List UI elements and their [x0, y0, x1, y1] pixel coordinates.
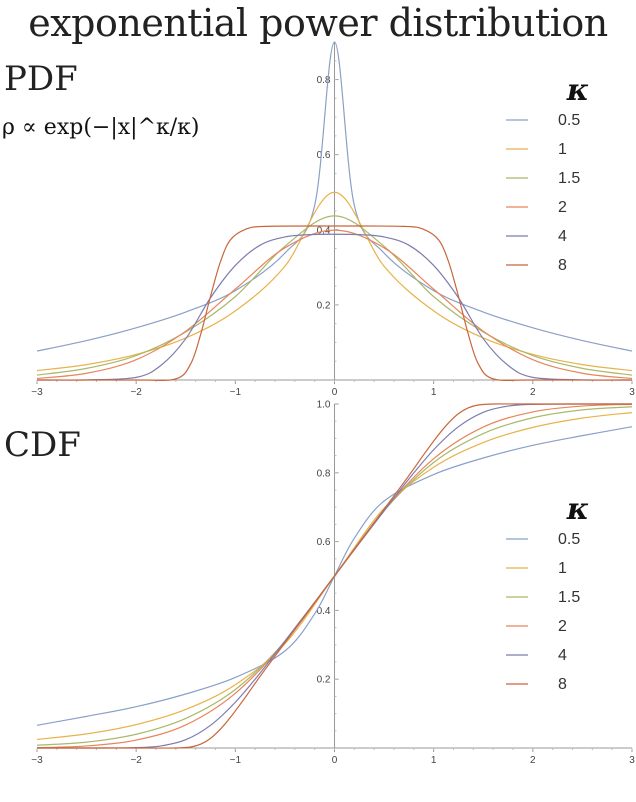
cdf-label: CDF [4, 425, 81, 465]
cdf-x-tick-label: −2 [130, 755, 142, 766]
pdf-legend-label: 1.5 [558, 170, 580, 187]
cdf-lines [36, 403, 633, 749]
pdf-series-line-k0.5 [36, 41, 633, 352]
pdf-legend-label: 2 [558, 199, 567, 216]
pdf-y-tick-label: 0.8 [317, 75, 331, 86]
cdf-legend-title: κ [566, 492, 590, 527]
pdf-x-tick-label: 3 [629, 387, 635, 398]
pdf-legend-label: 4 [558, 228, 567, 245]
pdf-x-tick-label: −1 [230, 387, 242, 398]
pdf-panel: PDF ρ ∝ exp(−|x|^κ/κ) −3 −2 −1 0 1 2 30.20.40.… [2, 41, 635, 398]
pdf-legend-label: 1 [558, 141, 567, 158]
cdf-x-tick-label: 1 [431, 755, 437, 766]
pdf-series-line-k4 [36, 233, 633, 381]
pdf-x-tick-label: 0 [332, 387, 338, 398]
pdf-series-line-k1.5 [36, 215, 633, 376]
cdf-x-tick-label: −3 [31, 755, 43, 766]
cdf-y-tick-label: 0.8 [317, 468, 331, 479]
cdf-legend: κ 0.5 1 1.5 2 4 8 [506, 492, 589, 693]
pdf-legend: κ 0.5 1 1.5 2 4 8 [506, 73, 589, 274]
cdf-x-tick-label: 3 [629, 755, 635, 766]
pdf-x-tick-label: 1 [431, 387, 437, 398]
cdf-panel: CDF −3 −2 −1 0 1 2 3 0.2 0.4 0.6 0.8 1.0 κ 0.5 1 1.5 2 4… [4, 400, 635, 767]
pdf-legend-title: κ [566, 73, 590, 108]
pdf-formula: ρ ∝ exp(−|x|^κ/κ) [2, 115, 200, 140]
pdf-label: PDF [4, 59, 78, 99]
pdf-series-line-k1 [36, 191, 633, 372]
cdf-legend-label: 8 [558, 676, 567, 693]
pdf-legend-label: 0.5 [558, 112, 580, 129]
cdf-axes: −3 −2 −1 0 1 2 3 0.2 0.4 0.6 0.8 1.0 [31, 400, 635, 767]
cdf-legend-label: 1 [558, 560, 567, 577]
pdf-series-line-k2 [36, 229, 633, 380]
cdf-legend-label: 2 [558, 618, 567, 635]
pdf-y-tick-label: 0.6 [317, 150, 331, 161]
pdf-series-line-k8 [36, 225, 633, 381]
cdf-y-tick-label: 0.4 [317, 606, 331, 617]
cdf-x-tick-label: 0 [332, 755, 338, 766]
cdf-legend-label: 1.5 [558, 589, 580, 606]
pdf-axes: −3 −2 −1 0 1 2 30.20.40.60.8 [31, 42, 635, 398]
cdf-series-line-k8 [36, 403, 632, 749]
cdf-legend-label: 0.5 [558, 531, 580, 548]
cdf-y-tick-label: 1.0 [317, 400, 331, 411]
pdf-y-tick-label: 0.2 [317, 300, 331, 311]
cdf-y-tick-label: 0.6 [317, 537, 331, 548]
pdf-lines [36, 41, 633, 381]
cdf-legend-label: 4 [558, 647, 567, 664]
chart-title: exponential power distribution [28, 1, 608, 45]
pdf-x-tick-label: 2 [530, 387, 536, 398]
cdf-x-tick-label: −1 [230, 755, 242, 766]
pdf-x-tick-label: −3 [31, 387, 43, 398]
cdf-y-tick-label: 0.2 [317, 675, 331, 686]
pdf-legend-label: 8 [558, 257, 567, 274]
cdf-x-tick-label: 2 [530, 755, 536, 766]
pdf-x-tick-label: −2 [130, 387, 142, 398]
